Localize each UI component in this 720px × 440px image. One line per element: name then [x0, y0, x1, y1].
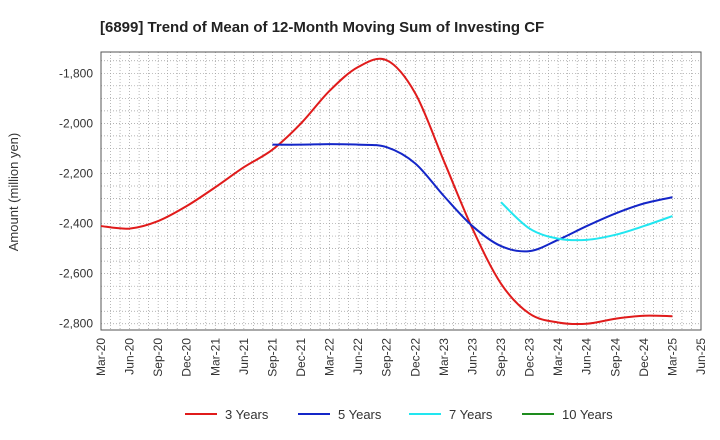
x-tick-label: Jun-22: [351, 338, 365, 375]
x-tick-label: Jun-21: [237, 338, 251, 375]
x-tick-label: Jun-25: [694, 338, 708, 375]
x-tick-label: Sep-20: [151, 338, 165, 377]
legend-label-5-years: 5 Years: [338, 407, 382, 422]
x-tick-label: Mar-22: [323, 338, 337, 376]
x-tick-label: Sep-21: [265, 338, 279, 377]
x-tick-label: Jun-20: [123, 338, 137, 375]
legend: 3 Years 5 Years 7 Years 10 Years: [185, 407, 613, 422]
x-tick-label: Sep-22: [380, 338, 394, 377]
y-tick-label: -2,000: [59, 116, 93, 130]
y-tick-label: -2,200: [59, 166, 93, 180]
x-tick-label: Dec-23: [523, 338, 537, 377]
x-tick-label: Mar-21: [208, 338, 222, 376]
x-tick-label: Sep-24: [608, 338, 622, 377]
series-line-7-years: [500, 201, 673, 242]
series-line-3-years: [100, 57, 673, 326]
x-tick-label: Jun-24: [580, 338, 594, 375]
series-line-5-years: [272, 143, 673, 253]
x-tick-label: Dec-21: [294, 338, 308, 377]
plot-frame: [100, 51, 702, 331]
legend-label-10-years: 10 Years: [562, 407, 613, 422]
chart-title: [6899] Trend of Mean of 12-Month Moving …: [100, 19, 544, 36]
plot-background: [101, 52, 701, 330]
x-tick-label: Jun-23: [465, 338, 479, 375]
y-tick-label: -2,600: [59, 267, 93, 281]
legend-label-3-years: 3 Years: [225, 407, 269, 422]
x-tick-label: Mar-23: [437, 338, 451, 376]
y-tick-label: -2,800: [59, 317, 93, 331]
legend-label-7-years: 7 Years: [449, 407, 493, 422]
y-tick-label: -1,800: [59, 66, 93, 80]
y-tick-label: -2,400: [59, 217, 93, 231]
x-tick-label: Dec-24: [637, 338, 651, 377]
x-tick-label: Dec-20: [180, 338, 194, 377]
x-tick-label: Mar-24: [551, 338, 565, 376]
plot-area: -1,800-2,000-2,200-2,400-2,600-2,800Mar-…: [59, 51, 708, 377]
y-axis-label: Amount (million yen): [6, 133, 21, 252]
x-tick-label: Mar-20: [94, 338, 108, 376]
x-tick-label: Sep-23: [494, 338, 508, 377]
x-tick-label: Mar-25: [665, 338, 679, 376]
x-tick-label: Dec-22: [408, 338, 422, 377]
